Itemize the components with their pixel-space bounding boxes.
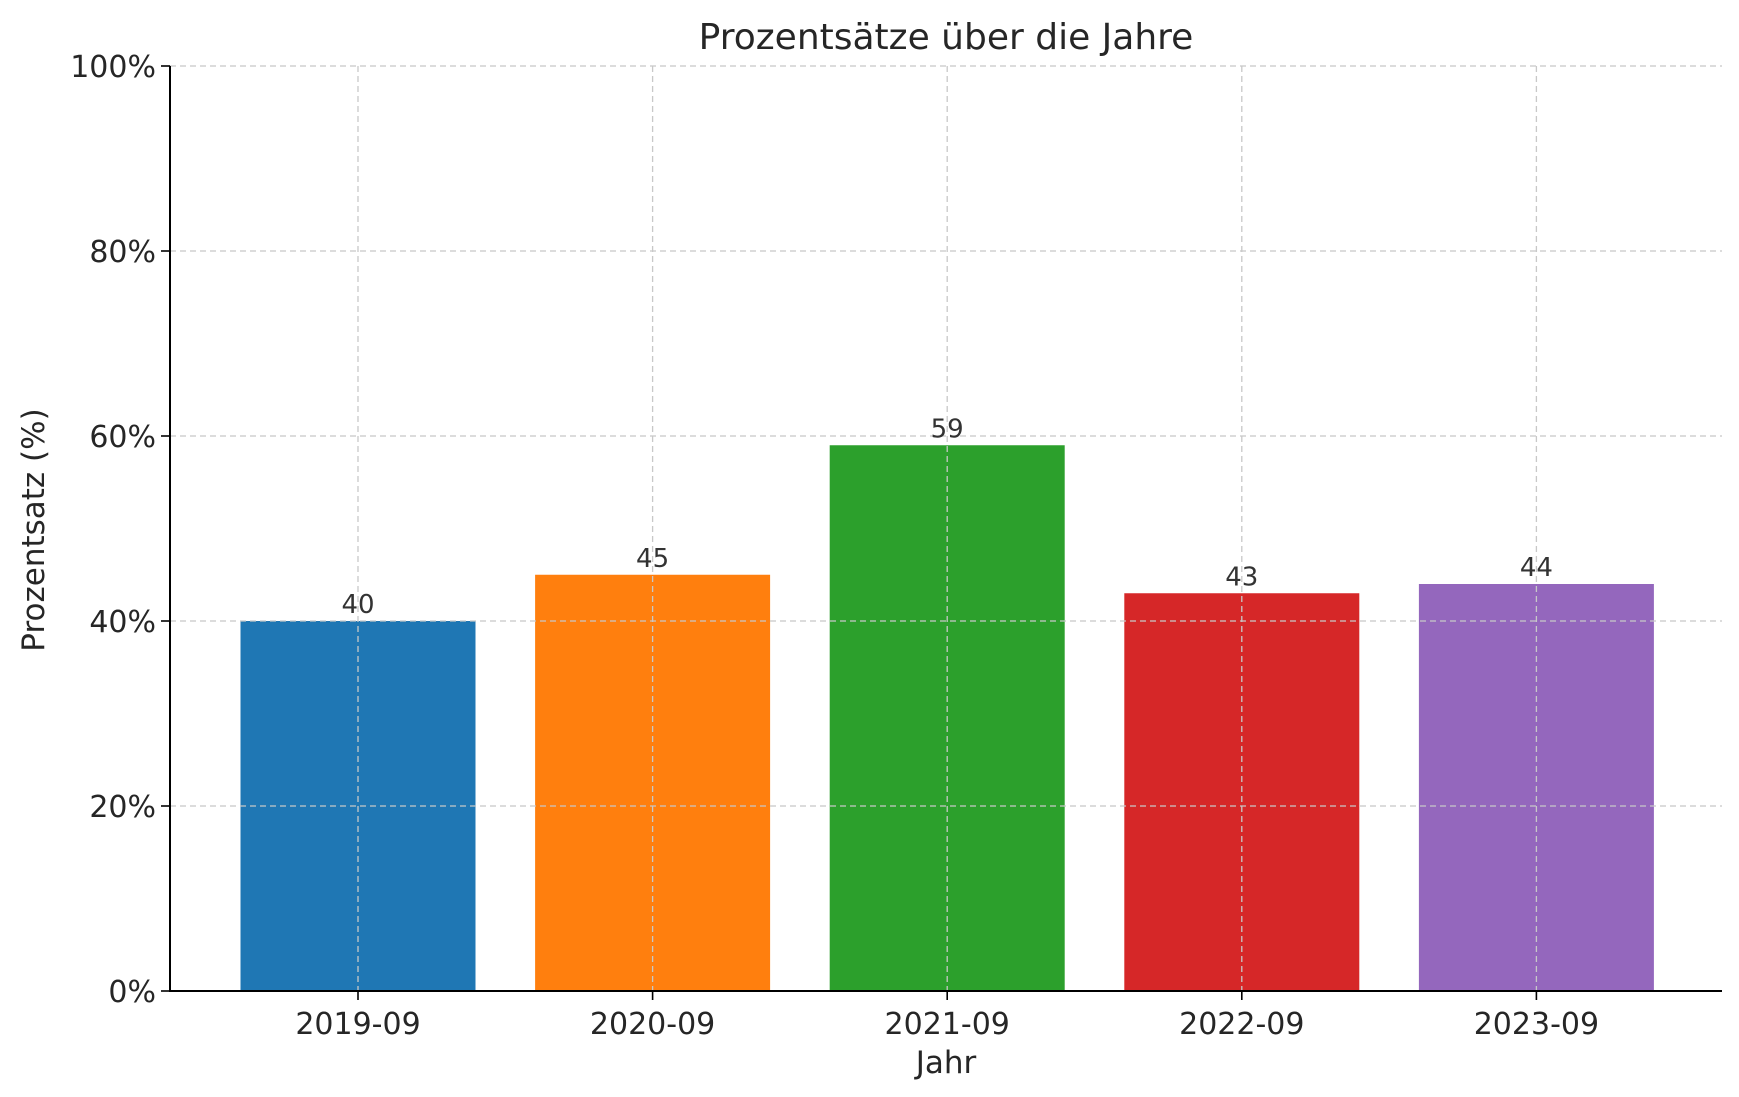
x-tick-label: 2019-09 [295, 1007, 420, 1042]
data-label: 45 [636, 544, 669, 574]
chart-title: Prozentsätze über die Jahre [699, 17, 1194, 58]
y-tick-label: 20% [89, 790, 156, 825]
y-axis-label: Prozentsatz (%) [16, 408, 52, 651]
axes [161, 65, 1722, 1000]
y-tick-label: 100% [70, 50, 156, 85]
x-tick-label: 2020-09 [590, 1007, 715, 1042]
data-label: 59 [931, 414, 964, 444]
x-axis-label: Jahr [914, 1045, 977, 1081]
y-tick-label: 80% [89, 235, 156, 270]
data-label: 40 [341, 590, 374, 620]
x-tick-label: 2023-09 [1474, 1007, 1599, 1042]
data-label: 44 [1520, 553, 1553, 583]
data-label: 43 [1225, 562, 1258, 592]
x-tick-label: 2022-09 [1179, 1007, 1304, 1042]
x-tick-label: 2021-09 [885, 1007, 1010, 1042]
tick-labels: 0% 20% 40% 60% 80% 100% 2019-09 2020-09 2021-09 2… [70, 50, 1599, 1042]
grid [170, 65, 1722, 991]
y-tick-label: 40% [89, 605, 156, 640]
y-tick-label: 0% [108, 975, 156, 1010]
data-labels: 40 45 59 43 44 [341, 414, 1552, 620]
y-tick-label: 60% [89, 420, 156, 455]
